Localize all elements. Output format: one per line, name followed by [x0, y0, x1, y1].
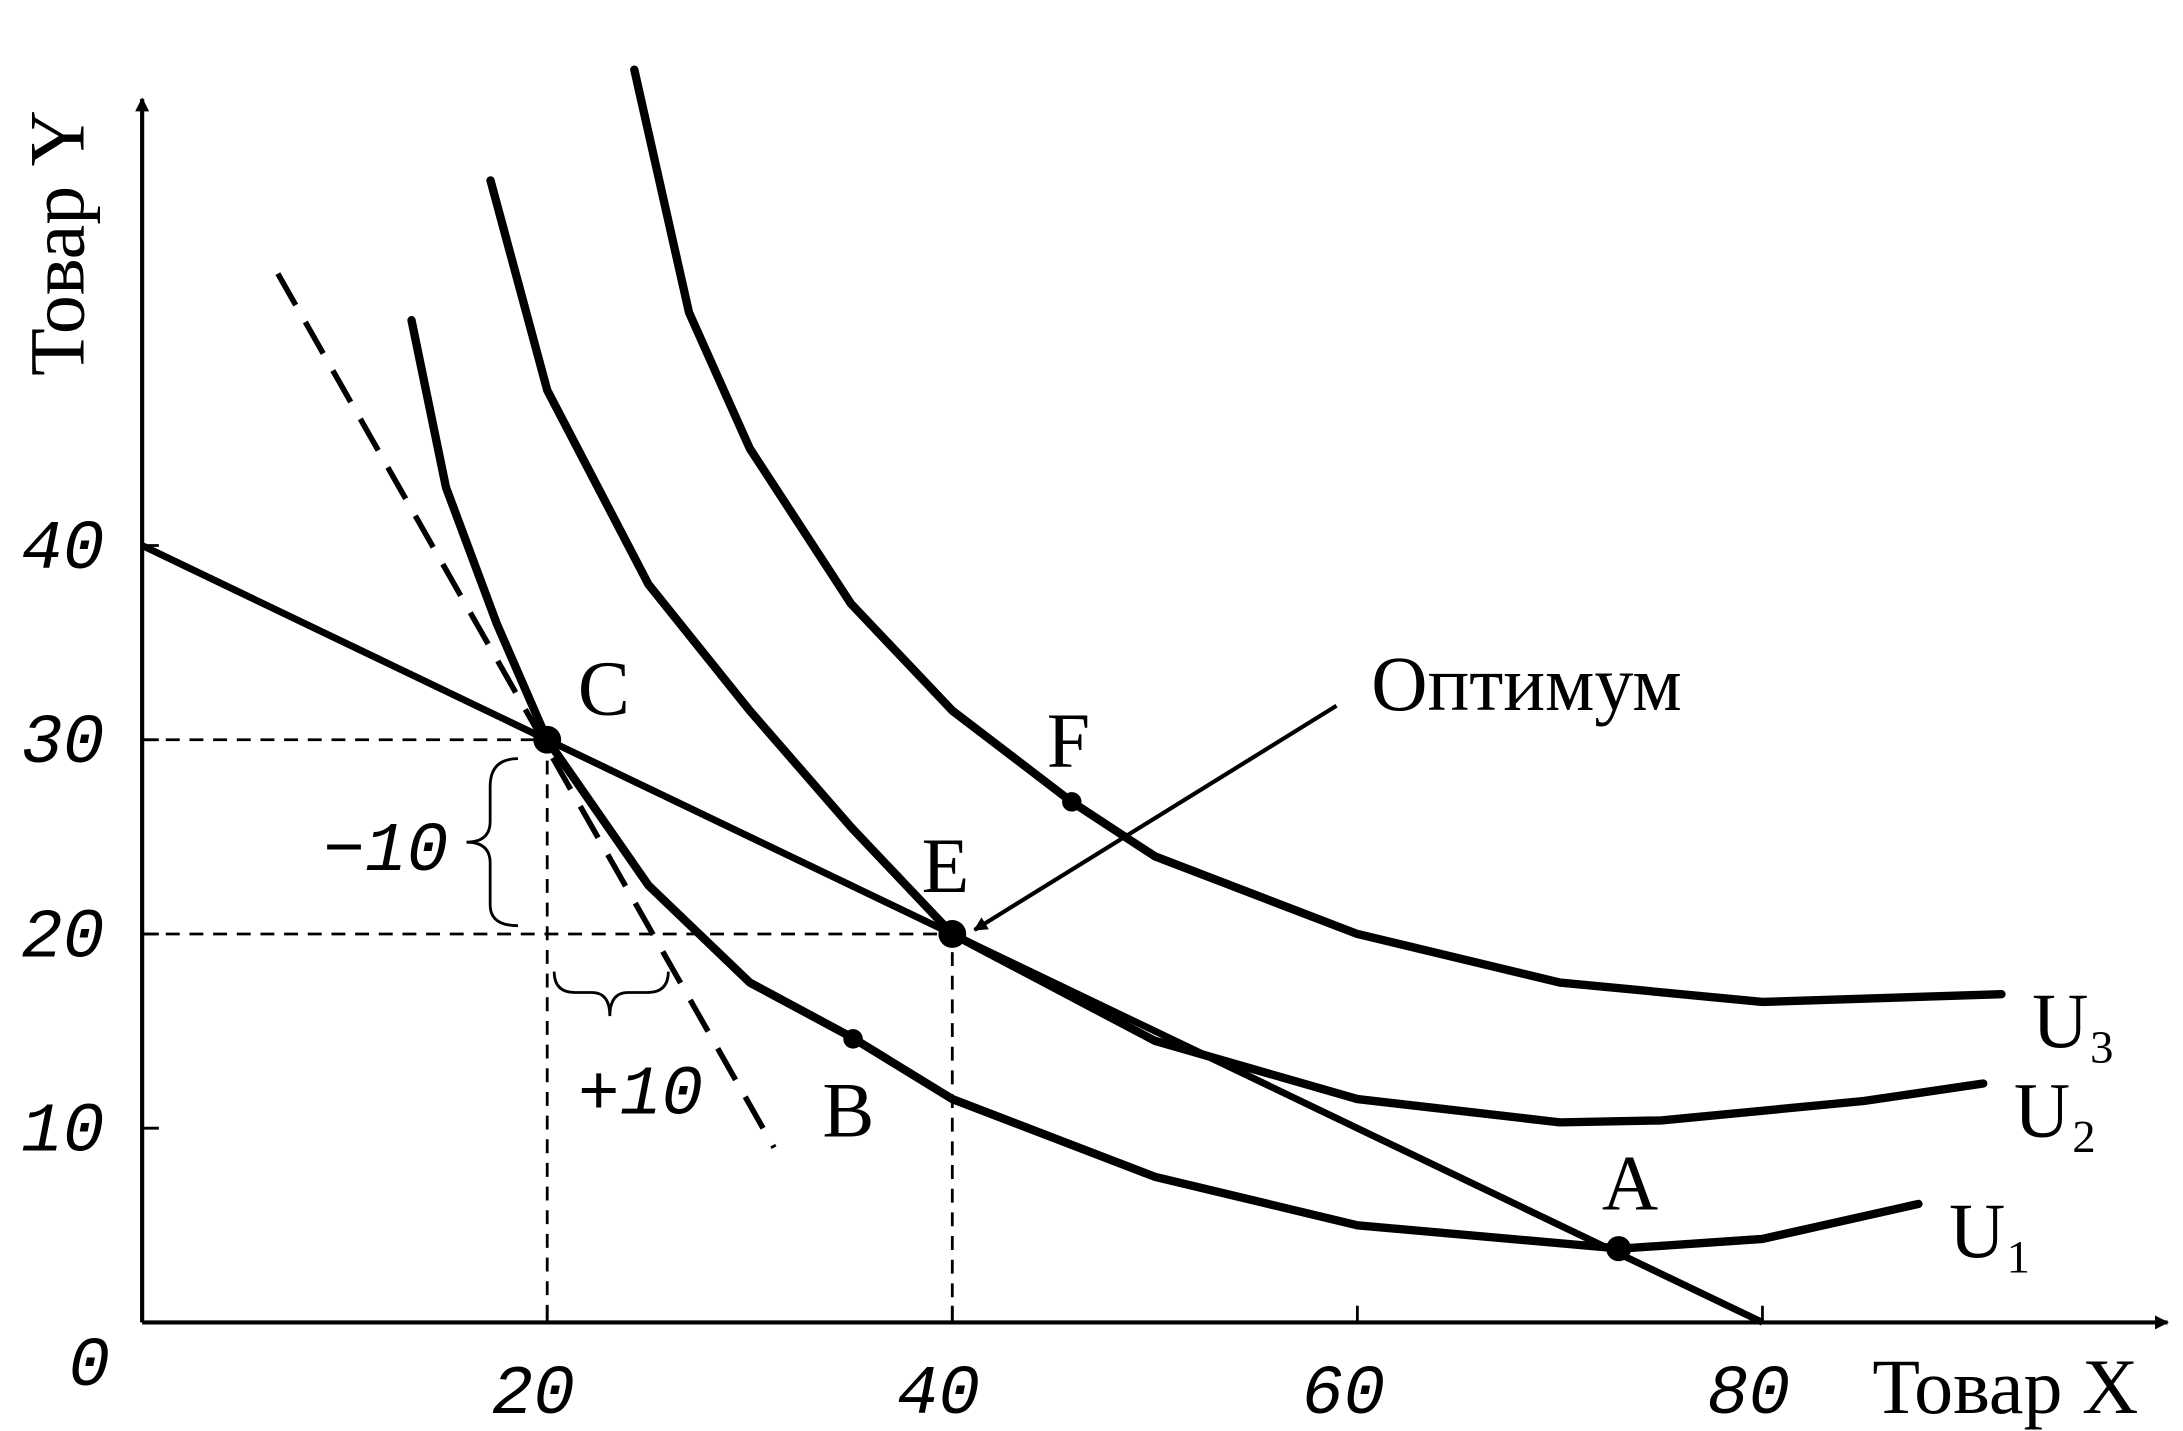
y-tick-label: 40: [21, 510, 105, 589]
y-axis-label: Товар Y: [15, 110, 101, 376]
curve-label: U₂: [2014, 1067, 2097, 1153]
point-label: B: [822, 1067, 874, 1153]
optimum-label: Оптимум: [1371, 641, 1681, 727]
brace: [466, 757, 519, 928]
curve-label: U₁: [1949, 1188, 2032, 1274]
x-axis-label: Товар X: [1872, 1344, 2138, 1430]
x-tick-label: 60: [1302, 1355, 1386, 1431]
x-tick-label: 40: [897, 1355, 981, 1431]
point: [1606, 1236, 1632, 1262]
indifference-curve: [486, 176, 1988, 1127]
tangent-line: [275, 272, 777, 1149]
x-tick-label: 20: [492, 1355, 576, 1431]
point: [843, 1029, 863, 1049]
brace: [552, 971, 670, 1017]
point-label: F: [1047, 698, 1090, 784]
point-label: C: [578, 646, 630, 732]
plus-label: +10: [578, 1056, 703, 1135]
curve-label: U₃: [2032, 978, 2115, 1064]
y-tick-label: 20: [21, 898, 105, 977]
x-tick-label: 80: [1707, 1355, 1791, 1431]
minus-label: −10: [323, 812, 448, 891]
y-tick-label: 30: [21, 704, 105, 783]
x-tick-label: 0: [68, 1327, 110, 1406]
point-label: A: [1602, 1141, 1658, 1227]
point-label: E: [922, 823, 970, 909]
indifference-curve: [630, 65, 2006, 1007]
point: [533, 725, 562, 754]
y-tick-label: 10: [21, 1092, 105, 1171]
point: [1062, 792, 1082, 812]
point: [938, 920, 967, 948]
optimum-arrow: [973, 703, 1338, 932]
